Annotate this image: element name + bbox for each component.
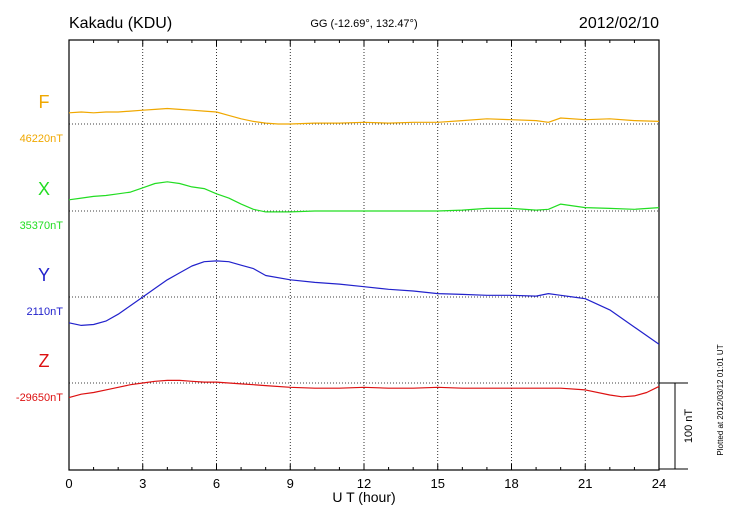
x-axis-label: U T (hour) xyxy=(332,489,395,505)
x-tick-label: 18 xyxy=(504,476,518,491)
series-line-x xyxy=(68,181,660,213)
series-name-z: Z xyxy=(39,351,50,371)
series-baseline-value-f: 46220nT xyxy=(20,133,64,145)
scale-bar: 100 nT xyxy=(659,382,695,470)
scale-bar-label: 100 nT xyxy=(683,409,695,444)
series-name-f: F xyxy=(39,92,50,112)
plot-frame xyxy=(68,39,660,471)
series-baseline-value-z: -29650nT xyxy=(16,392,63,404)
plotted-at-note: Plotted at 2012/03/12 01:01 UT xyxy=(716,344,725,455)
x-tick-label: 12 xyxy=(357,476,371,491)
x-tick-label: 6 xyxy=(213,476,220,491)
series-name-y: Y xyxy=(38,265,50,285)
x-tick-label: 15 xyxy=(431,476,445,491)
x-tick-label: 9 xyxy=(287,476,294,491)
x-tick-label: 0 xyxy=(65,476,72,491)
date-label: 2012/02/10 xyxy=(579,15,659,32)
series-labels: F 46220nT X 35370nT Y 2110nT Z -29650nT xyxy=(16,92,63,404)
x-tick-label: 3 xyxy=(139,476,146,491)
series-line-f xyxy=(68,107,660,125)
series-baseline-value-x: 35370nT xyxy=(20,220,64,232)
coordinates-label: GG (-12.69°, 132.47°) xyxy=(310,18,417,30)
grid-lines xyxy=(142,40,586,470)
series-line-z xyxy=(68,379,660,399)
series-lines xyxy=(68,107,660,399)
series-baseline-value-y: 2110nT xyxy=(27,306,64,318)
series-name-x: X xyxy=(38,179,50,199)
series-line-y xyxy=(68,260,660,345)
station-title: Kakadu (KDU) xyxy=(69,15,172,32)
x-tick-label: 24 xyxy=(652,476,666,491)
x-axis-ticks: 0 3 6 9 12 15 18 21 24 xyxy=(65,40,666,491)
x-tick-label: 21 xyxy=(578,476,592,491)
